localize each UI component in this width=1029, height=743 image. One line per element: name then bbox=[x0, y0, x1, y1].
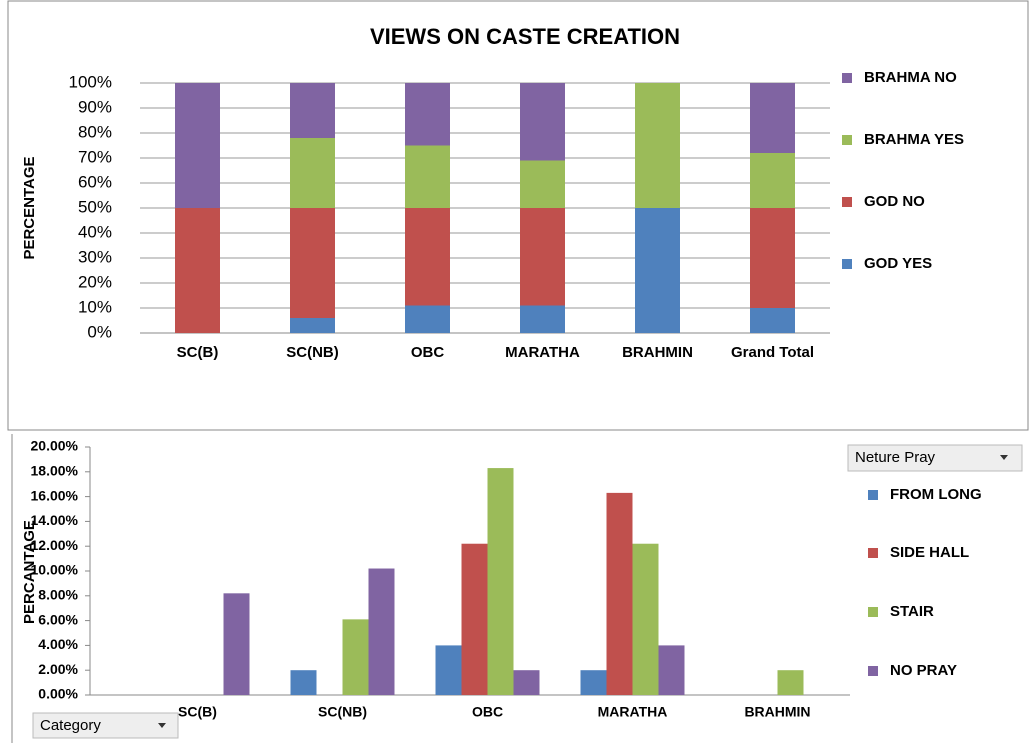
button-body[interactable] bbox=[32, 712, 179, 739]
x-tick-label: MARATHA bbox=[505, 344, 580, 361]
y-tick-label: 16.00% bbox=[31, 487, 79, 503]
chart-frame bbox=[7, 0, 1029, 431]
bar-segment bbox=[750, 308, 795, 333]
y-tick-label: 12.00% bbox=[31, 537, 79, 553]
bar-segment bbox=[290, 138, 335, 208]
bar-segment bbox=[635, 208, 680, 333]
legend-swatch bbox=[842, 259, 852, 269]
bar bbox=[777, 670, 804, 695]
x-tick-label: SC(B) bbox=[178, 704, 217, 720]
bar bbox=[342, 619, 369, 695]
y-tick-label: 70% bbox=[78, 147, 112, 166]
y-tick-label: 80% bbox=[78, 122, 112, 141]
bar bbox=[461, 543, 488, 695]
y-tick-label: 100% bbox=[69, 72, 112, 91]
legend-label: BRAHMA NO bbox=[864, 69, 957, 86]
y-tick-label: 90% bbox=[78, 97, 112, 116]
chart-title: VIEWS ON CASTE CREATION bbox=[370, 24, 680, 49]
y-tick-label: 20.00% bbox=[31, 438, 79, 454]
legend-label: NO PRAY bbox=[890, 662, 957, 679]
button-label[interactable]: Neture Pray bbox=[855, 449, 936, 466]
x-tick-label: MARATHA bbox=[598, 704, 668, 720]
bar-segment bbox=[290, 318, 335, 333]
y-tick-label: 18.00% bbox=[31, 463, 79, 479]
y-axis-label: PERCANTAGE bbox=[21, 520, 38, 624]
legend-label: BRAHMA YES bbox=[864, 131, 964, 148]
legend-swatch bbox=[868, 607, 878, 617]
button-body[interactable] bbox=[847, 444, 1023, 472]
x-tick-label: OBC bbox=[472, 704, 503, 720]
bar-segment bbox=[405, 145, 450, 208]
y-tick-label: 2.00% bbox=[38, 661, 78, 677]
bar bbox=[513, 670, 540, 695]
bar-segment bbox=[520, 83, 565, 161]
bar-segment bbox=[520, 208, 565, 306]
y-tick-label: 10.00% bbox=[31, 562, 79, 578]
bar-segment bbox=[520, 160, 565, 208]
legend-swatch bbox=[868, 666, 878, 676]
bar bbox=[632, 543, 659, 695]
legend-label: FROM LONG bbox=[890, 486, 982, 503]
bar-segment bbox=[175, 208, 220, 333]
bar bbox=[606, 492, 633, 695]
bar-segment bbox=[750, 83, 795, 153]
bar-segment bbox=[750, 153, 795, 208]
bar-segment bbox=[635, 83, 680, 208]
y-tick-label: 14.00% bbox=[31, 512, 79, 528]
legend-swatch bbox=[868, 548, 878, 558]
y-tick-label: 20% bbox=[78, 272, 112, 291]
dropdown-arrow[interactable] bbox=[1000, 455, 1008, 460]
bar bbox=[223, 593, 250, 695]
x-tick-label: OBC bbox=[411, 344, 445, 361]
y-tick-label: 40% bbox=[78, 222, 112, 241]
y-tick-label: 60% bbox=[78, 172, 112, 191]
bar-segment bbox=[520, 305, 565, 333]
legend-swatch bbox=[868, 490, 878, 500]
x-tick-label: SC(NB) bbox=[318, 704, 367, 720]
bar-segment bbox=[290, 208, 335, 318]
dropdown-arrow[interactable] bbox=[158, 723, 166, 728]
y-tick-label: 10% bbox=[78, 297, 112, 316]
y-tick-label: 4.00% bbox=[38, 636, 78, 652]
bar-segment bbox=[405, 208, 450, 306]
x-tick-label: Grand Total bbox=[731, 344, 814, 361]
legend-label: SIDE HALL bbox=[890, 544, 969, 561]
y-tick-label: 50% bbox=[78, 197, 112, 216]
legend-swatch bbox=[842, 135, 852, 145]
x-tick-label: BRAHMIN bbox=[622, 344, 693, 361]
y-tick-label: 8.00% bbox=[38, 587, 78, 603]
x-tick-label: SC(NB) bbox=[286, 344, 339, 361]
bar-segment bbox=[290, 83, 335, 138]
y-tick-label: 0.00% bbox=[38, 686, 78, 702]
filter-button[interactable]: Neture Pray bbox=[847, 444, 1023, 472]
y-tick-label: 6.00% bbox=[38, 611, 78, 627]
bar bbox=[435, 645, 462, 695]
bar bbox=[658, 645, 685, 695]
bar-segment bbox=[405, 305, 450, 333]
y-tick-label: 30% bbox=[78, 247, 112, 266]
x-tick-label: SC(B) bbox=[177, 344, 219, 361]
bar bbox=[580, 670, 607, 695]
bar-segment bbox=[405, 83, 450, 146]
bar-segment bbox=[750, 208, 795, 308]
bar bbox=[290, 670, 317, 695]
bar bbox=[487, 468, 514, 695]
filter-button[interactable]: Category bbox=[32, 712, 179, 739]
button-label[interactable]: Category bbox=[40, 717, 101, 734]
legend-label: GOD YES bbox=[864, 255, 932, 272]
legend-label: GOD NO bbox=[864, 193, 925, 210]
y-tick-label: 0% bbox=[87, 322, 112, 341]
legend-label: STAIR bbox=[890, 603, 934, 620]
legend-swatch bbox=[842, 73, 852, 83]
bar bbox=[368, 568, 395, 695]
bar-segment bbox=[175, 83, 220, 208]
y-axis-label: PERCENTAGE bbox=[21, 156, 38, 259]
x-tick-label: BRAHMIN bbox=[744, 704, 810, 720]
legend-swatch bbox=[842, 197, 852, 207]
